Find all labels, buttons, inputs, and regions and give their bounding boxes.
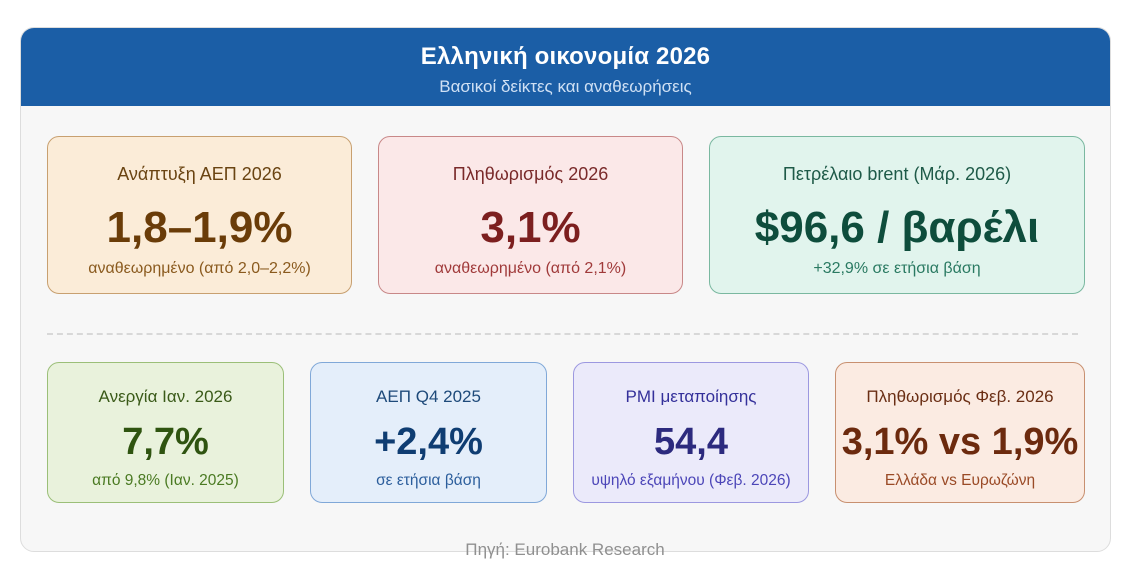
card-value: 3,1% vs 1,9% (841, 421, 1079, 463)
card-value: 3,1% (480, 203, 581, 252)
card-gdp-q4: ΑΕΠ Q4 2025 +2,4% σε ετήσια βάση (310, 362, 547, 503)
card-label: ΑΕΠ Q4 2025 (376, 387, 481, 406)
card-note: από 9,8% (Ιαν. 2025) (92, 472, 239, 489)
dashboard-panel: Ελληνική οικονομία 2026 Βασικοί δείκτες … (20, 27, 1111, 552)
card-value: $96,6 / βαρέλι (754, 203, 1040, 252)
card-note: Ελλάδα vs Ευρωζώνη (884, 472, 1036, 489)
page-subtitle: Βασικοί δείκτες και αναθεωρήσεις (439, 77, 692, 96)
card-inflation: Πληθωρισμός 2026 3,1% αναθεωρημένο (από … (378, 136, 683, 294)
card-label: Ανάπτυξη ΑΕΠ 2026 (117, 164, 282, 184)
card-brent-oil: Πετρέλαιο brent (Μάρ. 2026) $96,6 / βαρέ… (709, 136, 1085, 294)
section-divider (47, 333, 1078, 335)
card-label: Πληθωρισμός Φεβ. 2026 (866, 387, 1054, 406)
page-title: Ελληνική οικονομία 2026 (420, 43, 711, 70)
card-value: 1,8–1,9% (106, 203, 293, 252)
header-banner: Ελληνική οικονομία 2026 Βασικοί δείκτες … (21, 28, 1110, 106)
card-inflation-feb: Πληθωρισμός Φεβ. 2026 3,1% vs 1,9% Ελλάδ… (835, 362, 1085, 503)
card-value: +2,4% (374, 421, 483, 463)
card-label: Πετρέλαιο brent (Μάρ. 2026) (782, 164, 1012, 184)
card-note: αναθεωρημένο (από 2,1%) (434, 260, 627, 277)
card-label: Ανεργία Ιαν. 2026 (98, 387, 233, 406)
card-unemployment: Ανεργία Ιαν. 2026 7,7% από 9,8% (Ιαν. 20… (47, 362, 284, 503)
card-label: Πληθωρισμός 2026 (452, 164, 609, 184)
card-note: σε ετήσια βάση (376, 472, 481, 489)
card-value: 54,4 (654, 421, 728, 463)
source-caption: Πηγή: Eurobank Research (465, 540, 665, 559)
card-note: υψηλό εξαμήνου (Φεβ. 2026) (591, 472, 791, 489)
card-label: PMI μεταποίησης (625, 387, 757, 406)
card-pmi: PMI μεταποίησης 54,4 υψηλό εξαμήνου (Φεβ… (573, 362, 809, 503)
card-gdp-growth: Ανάπτυξη ΑΕΠ 2026 1,8–1,9% αναθεωρημένο … (47, 136, 352, 294)
card-note: +32,9% σε ετήσια βάση (813, 260, 981, 277)
card-value: 7,7% (122, 421, 209, 463)
card-note: αναθεωρημένο (από 2,0–2,2%) (88, 260, 311, 277)
